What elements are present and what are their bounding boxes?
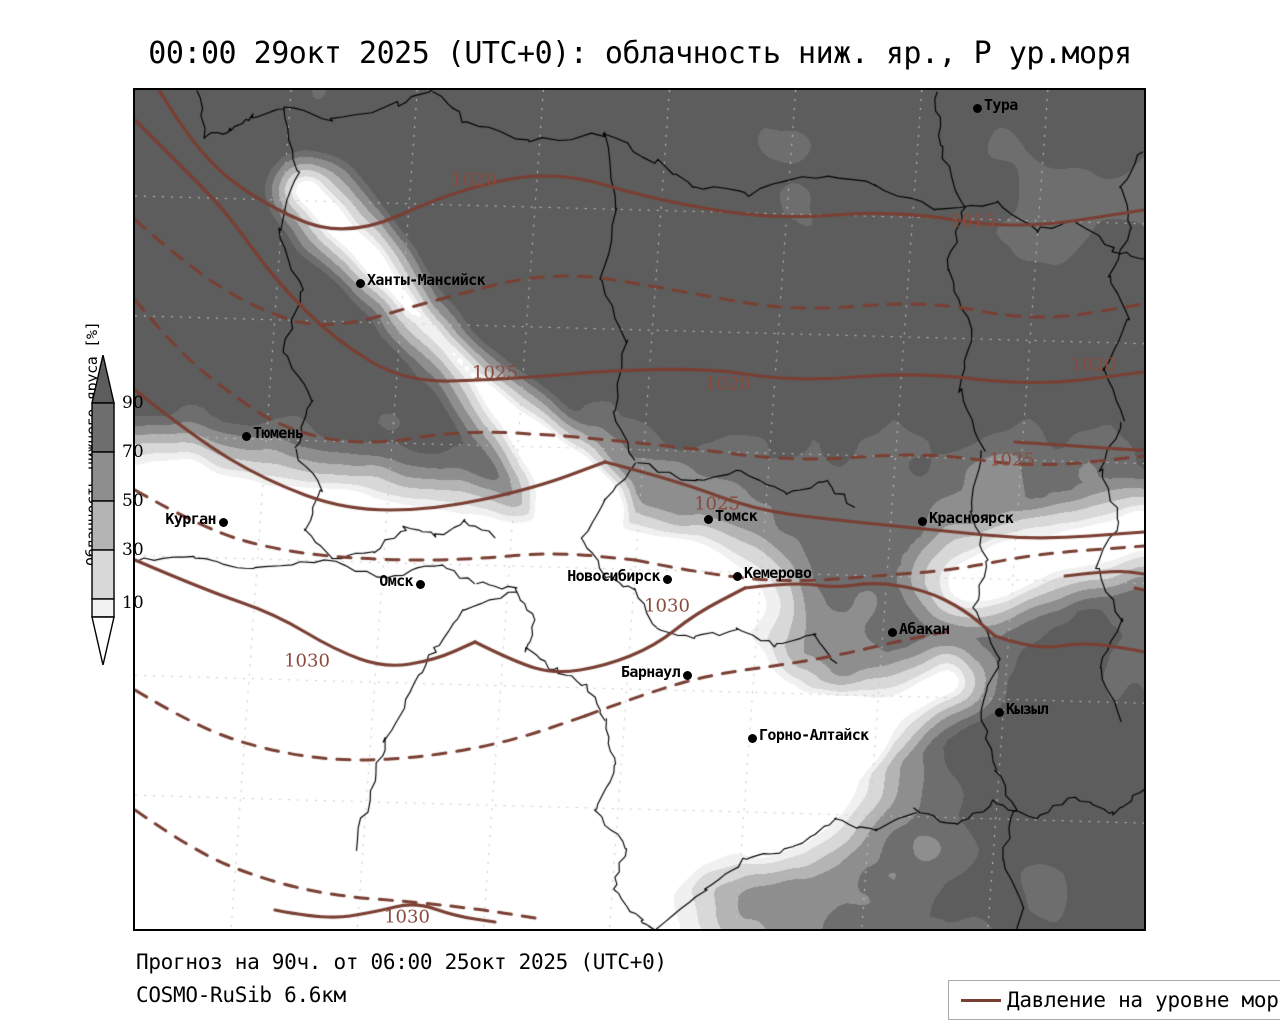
colorbar-tick-90: 90 [122, 393, 144, 413]
isobar-value-label: 1015 [950, 210, 996, 232]
city-dot-icon [732, 571, 742, 581]
city-dot-icon [355, 278, 365, 288]
isobar-value-label: 1025 [694, 493, 740, 515]
city-dot-icon [415, 579, 425, 589]
city-label: Курган [165, 510, 216, 528]
city-label: Тюмень [253, 424, 304, 442]
isobar-value-label: 1020 [705, 373, 751, 395]
colorbar-tick-30: 30 [122, 540, 144, 560]
city-dot-icon [218, 517, 228, 527]
city-dot-icon [972, 103, 982, 113]
city-label: Горно-Алтайск [759, 726, 869, 744]
city-label: Барнаул [620, 663, 681, 681]
model-info-line: COSMO-RuSib 6.6км [136, 983, 346, 1007]
city-dot-icon [994, 707, 1004, 717]
forecast-info-line: Прогноз на 90ч. от 06:00 25окт 2025 (UTC… [136, 950, 667, 974]
isobar-value-label: 1025 [472, 362, 518, 384]
city-label: Томск [715, 507, 758, 525]
colorbar-tick-10: 10 [122, 593, 144, 613]
map-cloud-cover-raster [135, 90, 1144, 929]
isobar-value-label: 1020 [1070, 354, 1116, 376]
city-label: Ханты-Мансийск [367, 271, 486, 289]
isobar-value-label: 1030 [284, 650, 330, 672]
pressure-line-swatch-icon [961, 998, 1001, 1002]
city-label: Абакан [899, 620, 950, 638]
city-dot-icon [682, 670, 692, 680]
colorbar-gradient-bar [91, 355, 115, 665]
weather-map[interactable]: Тура Ханты-Мансийск Тюмень Курган Томск Красн… [133, 88, 1146, 931]
colorbar-tick-70: 70 [122, 442, 144, 462]
city-label: Новосибирск [567, 567, 660, 585]
city-label: Омск [379, 572, 413, 590]
city-dot-icon [662, 574, 672, 584]
city-dot-icon [241, 431, 251, 441]
city-label: Кызыл [1006, 700, 1049, 718]
city-dot-icon [887, 627, 897, 637]
colorbar-legend: Облачность нижнего яруса [%] 90 70 50 30… [44, 322, 144, 665]
page-title: 00:00 29окт 2025 (UTC+0): облачность ниж… [148, 36, 1132, 71]
city-dot-icon [703, 514, 713, 524]
city-dot-icon [917, 516, 927, 526]
isobar-value-label: 1020 [451, 169, 497, 191]
isobar-value-label: 1025 [989, 449, 1035, 471]
city-dot-icon [747, 733, 757, 743]
city-label: Красноярск [929, 509, 1014, 527]
city-label: Тура [984, 96, 1018, 114]
colorbar-tick-50: 50 [122, 491, 144, 511]
isobar-value-label: 1030 [384, 906, 430, 928]
city-label: Кемерово [744, 564, 812, 582]
pressure-legend-box: Давление на уровне моря [948, 980, 1280, 1020]
isobar-value-label: 1030 [644, 595, 690, 617]
pressure-legend-label: Давление на уровне моря [1007, 988, 1280, 1012]
